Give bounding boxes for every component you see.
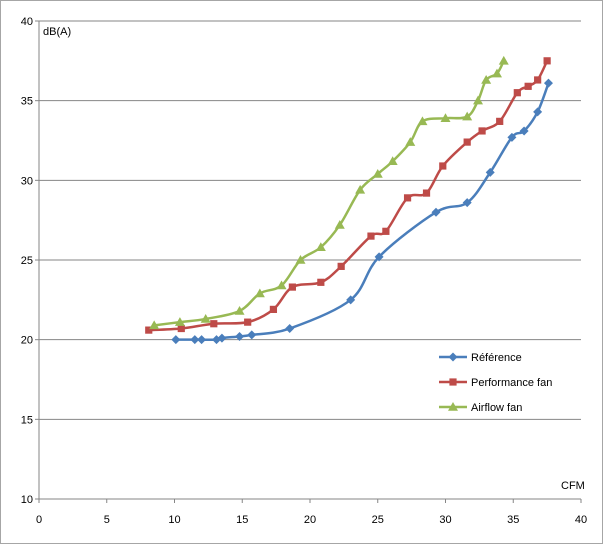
data-point-airflow-fan [295, 255, 306, 264]
x-tick-labels: 0 5 10 15 20 25 30 35 40 [36, 514, 587, 526]
x-tick-label: 25 [372, 514, 384, 526]
series-reference [171, 78, 553, 345]
x-tick-label: 0 [36, 514, 42, 526]
data-point-performance-fan [478, 127, 486, 135]
series-line-performance-fan [148, 60, 549, 332]
legend-item-performance-fan: Performance fan [439, 377, 552, 389]
data-point-reference [533, 107, 543, 117]
data-point-airflow-fan [372, 168, 383, 178]
data-point-airflow-fan [387, 156, 398, 165]
axes [35, 20, 582, 503]
legend-swatch-marker-performance-fan [449, 378, 457, 386]
data-point-reference [519, 126, 529, 136]
data-point-performance-fan [145, 326, 153, 334]
data-point-airflow-fan [355, 184, 366, 194]
data-point-airflow-fan [149, 320, 160, 330]
data-point-airflow-fan [473, 95, 484, 105]
series-airflow-fan [149, 55, 509, 330]
y-tick-labels: 10 15 20 25 30 35 40 [21, 16, 33, 506]
legend-swatch-marker-airflow-fan [448, 402, 458, 411]
data-point-performance-fan [543, 57, 551, 65]
series-performance-fan [145, 57, 551, 334]
legend: Référence Performance fan Airflow fan [439, 352, 552, 414]
x-tick-label: 20 [304, 514, 316, 526]
y-tick-label: 20 [21, 335, 33, 347]
data-point-performance-fan [534, 76, 542, 84]
data-point-performance-fan [496, 117, 504, 125]
data-point-airflow-fan [440, 113, 451, 122]
data-point-performance-fan [244, 318, 252, 326]
gridlines [39, 20, 581, 420]
data-point-reference [431, 207, 441, 217]
data-point-reference [190, 335, 200, 345]
data-point-performance-fan [367, 232, 375, 240]
x-tick-label: 5 [104, 514, 110, 526]
data-point-performance-fan [513, 89, 521, 97]
data-point-airflow-fan [462, 111, 473, 121]
data-point-reference [462, 198, 472, 208]
data-point-airflow-fan [491, 68, 502, 78]
data-point-performance-fan [524, 82, 532, 90]
data-point-reference [247, 330, 257, 340]
legend-swatch-marker-reference [448, 352, 458, 362]
y-tick-label: 15 [21, 414, 33, 426]
data-point-reference [235, 331, 245, 341]
data-point-performance-fan [337, 262, 345, 270]
data-point-reference [543, 78, 553, 88]
y-tick-label: 40 [21, 16, 33, 28]
legend-label-reference: Référence [471, 352, 522, 364]
data-point-airflow-fan [234, 305, 245, 315]
x-tick-label: 10 [168, 514, 180, 526]
data-point-reference [485, 167, 495, 177]
data-point-performance-fan [422, 189, 431, 197]
y-tick-label: 10 [21, 494, 33, 506]
data-point-airflow-fan [315, 242, 326, 252]
y-axis-label: dB(A) [43, 26, 71, 38]
y-tick-label: 35 [21, 96, 33, 108]
data-point-performance-fan [210, 320, 218, 328]
data-point-reference [507, 132, 517, 142]
data-point-reference [374, 252, 384, 262]
x-tick-label: 35 [507, 514, 519, 526]
data-point-reference [217, 333, 227, 343]
data-point-airflow-fan [174, 317, 185, 326]
data-point-performance-fan [463, 138, 471, 146]
data-point-reference [197, 335, 207, 345]
data-point-reference [346, 295, 356, 305]
data-point-airflow-fan [405, 137, 416, 146]
data-point-airflow-fan [254, 288, 265, 298]
data-point-performance-fan [403, 194, 412, 202]
y-tick-label: 25 [21, 255, 33, 267]
x-tick-label: 40 [575, 514, 587, 526]
legend-item-reference: Référence [439, 352, 522, 364]
data-point-reference [171, 335, 181, 345]
y-tick-label: 30 [21, 175, 33, 187]
data-point-reference [285, 324, 295, 334]
x-tick-label: 30 [439, 514, 451, 526]
legend-item-airflow-fan: Airflow fan [439, 402, 522, 414]
legend-label-performance-fan: Performance fan [471, 377, 552, 389]
data-point-airflow-fan [417, 116, 428, 126]
data-point-performance-fan [439, 162, 447, 170]
x-tick-label: 15 [236, 514, 248, 526]
data-point-airflow-fan [481, 74, 492, 84]
data-point-performance-fan [269, 305, 278, 313]
series-layer [145, 55, 553, 345]
series-line-reference [175, 82, 550, 342]
data-point-performance-fan [288, 283, 296, 291]
data-point-performance-fan [177, 324, 185, 333]
data-point-airflow-fan [276, 280, 287, 290]
legend-label-airflow-fan: Airflow fan [471, 402, 522, 414]
data-point-airflow-fan [200, 313, 211, 323]
data-point-performance-fan [317, 278, 325, 286]
data-point-airflow-fan [334, 219, 345, 229]
x-axis-label: CFM [561, 480, 585, 492]
data-point-airflow-fan [498, 55, 509, 65]
data-point-performance-fan [382, 227, 390, 235]
